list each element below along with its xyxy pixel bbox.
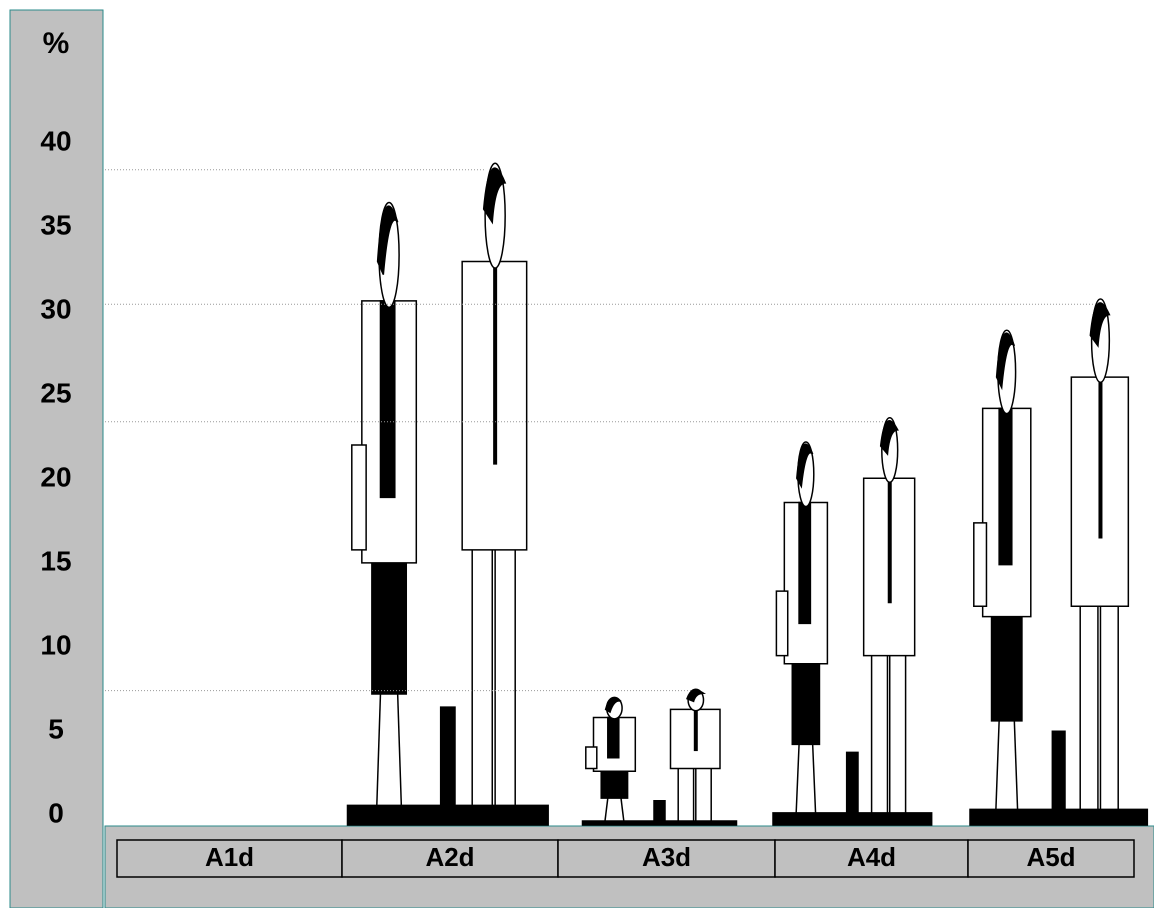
figure-part [1052,731,1065,814]
figure-part [678,763,693,822]
figure [970,299,1147,825]
figure-part [773,813,932,825]
figure [583,689,737,825]
y-tick-label: 5 [48,713,64,744]
figure [348,163,549,825]
figure-part [380,301,394,498]
page: {"chart_data": {"type": "pictograph", "y… [0,0,1154,908]
figure-part [890,640,906,817]
figure-part [441,707,455,812]
y-tick-label: 25 [40,377,71,408]
y-tick-label: 30 [40,293,71,324]
figure-part [999,408,1012,564]
y-tick-label: 10 [40,629,71,660]
y-tick-label: 35 [40,209,71,240]
figure [773,418,932,825]
figure-part [608,717,619,757]
figure-part [974,523,987,606]
figure-part [847,752,858,817]
figure-part [872,640,888,817]
figure-part [792,656,819,745]
y-tick-label: 40 [40,125,71,156]
figure-part [970,809,1147,825]
figure-part [348,805,549,825]
figure-part [495,524,515,812]
figure-part [696,763,711,822]
x-tick-label: A1d [205,842,254,872]
figure-part [992,606,1022,721]
pictogram [105,163,548,825]
chart: % 0 5 10 15 20 25 30 35 40 A1d A2d A3d A4d A5d [0,0,1154,908]
x-tick-label: A2d [425,842,474,872]
figure-part [1100,585,1118,814]
figure-part [601,769,627,799]
y-axis-label: % [43,27,70,60]
y-tick-label: 0 [48,797,64,828]
figure-part [586,747,597,769]
figure-part [1080,585,1098,814]
figure-part [472,524,492,812]
x-tick-label: A4d [847,842,896,872]
figure-part [654,801,665,823]
y-tick-label: 20 [40,461,71,492]
figure-part [352,445,366,550]
y-tick-label: 15 [40,545,71,576]
figure-part [776,591,787,656]
figure-part [583,821,737,825]
figure-part [799,502,810,623]
x-tick-label: A3d [642,842,691,872]
x-tick-label: A5d [1026,842,1075,872]
figure-part [372,550,406,694]
